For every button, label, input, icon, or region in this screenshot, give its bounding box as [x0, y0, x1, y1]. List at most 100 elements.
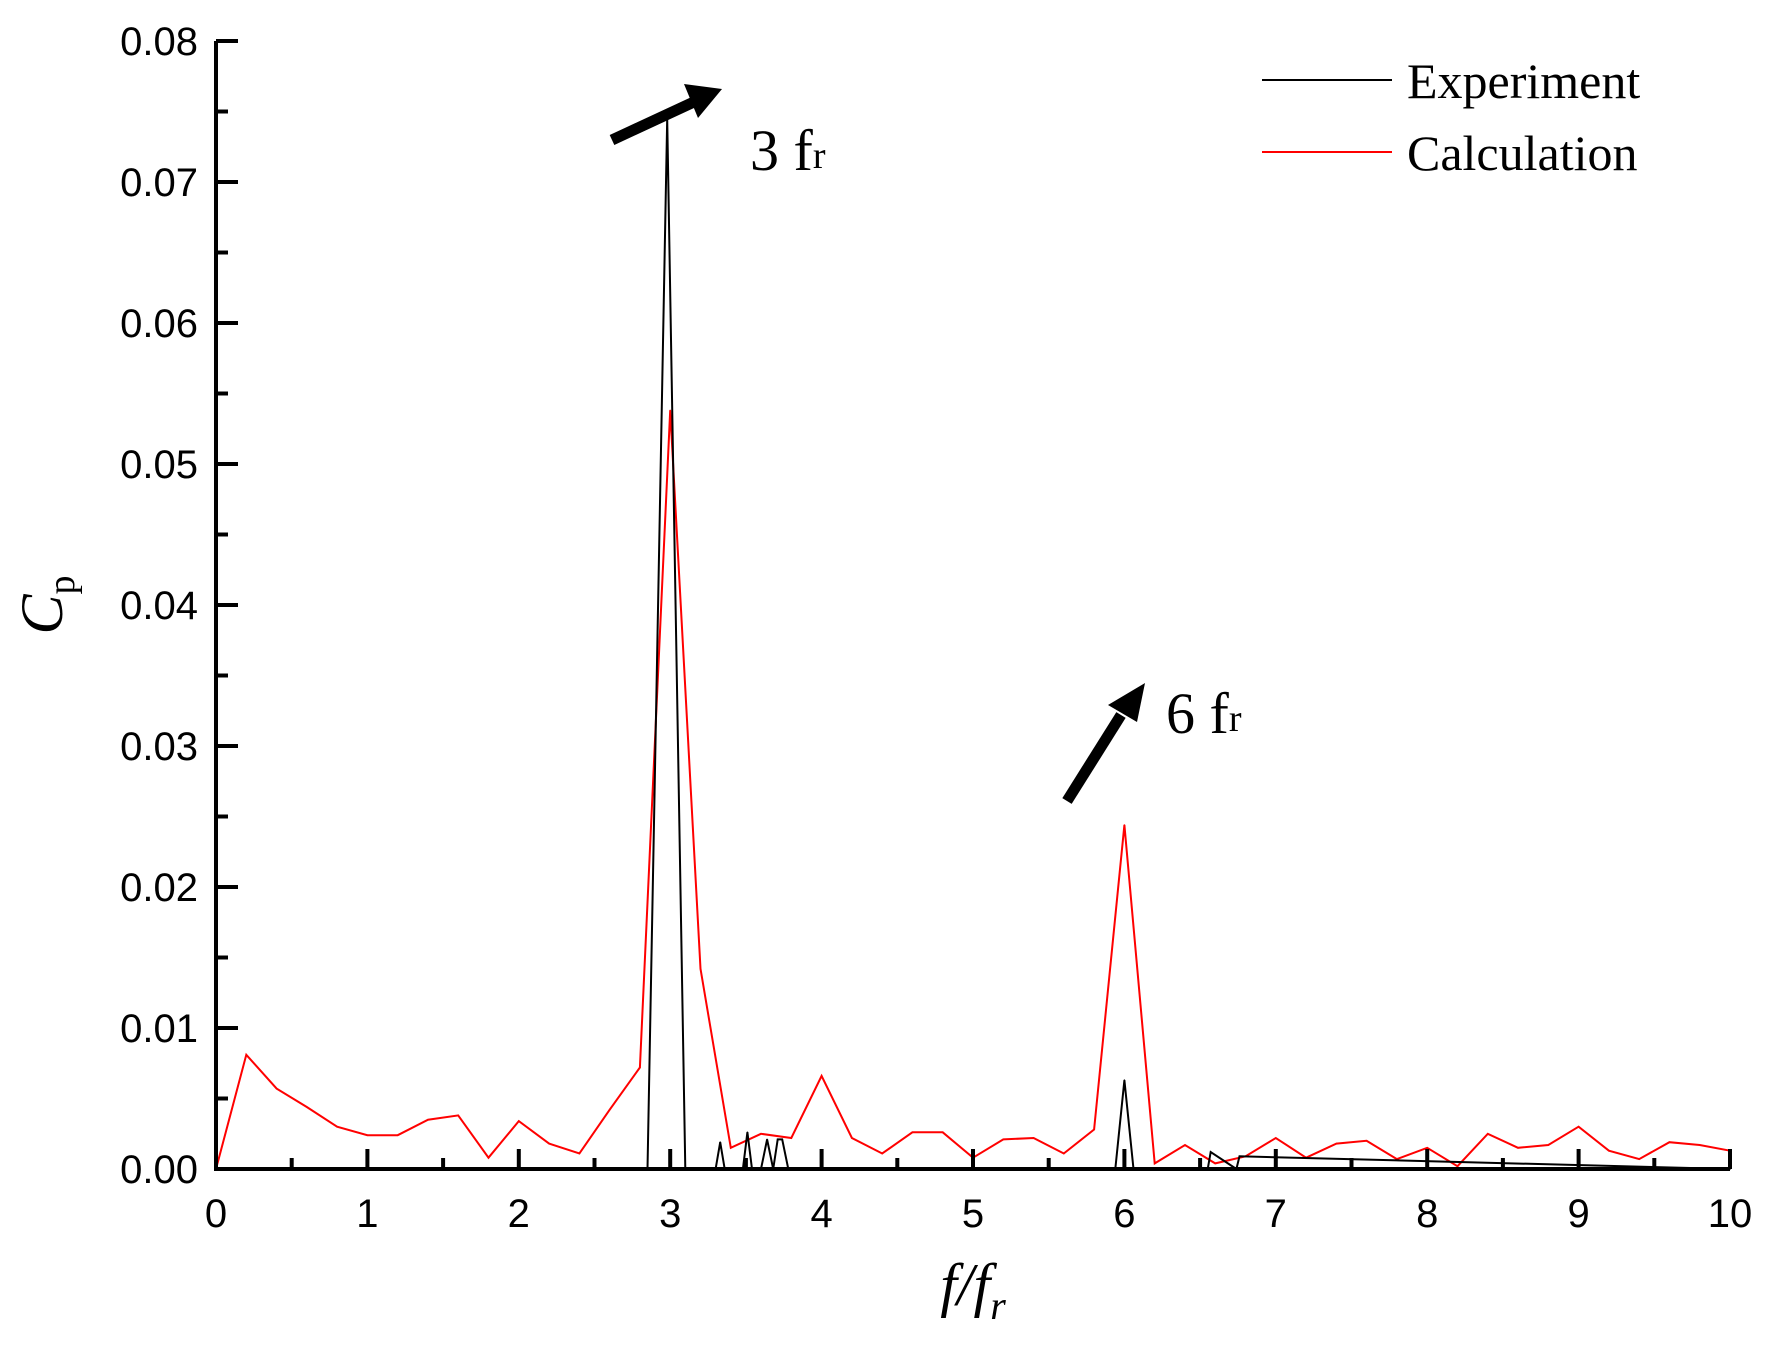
- x-tick-label: 0: [205, 1192, 227, 1236]
- data-point-calculation: [699, 968, 702, 970]
- legend-label-calculation: Calculation: [1407, 125, 1638, 181]
- data-point-calculation: [1517, 1147, 1519, 1149]
- data-point-calculation: [518, 1120, 520, 1122]
- y-axis-title-main: C: [9, 594, 75, 635]
- data-point-calculation: [336, 1125, 338, 1128]
- data-point-calculation: [881, 1152, 883, 1155]
- annotation-arrow-6fr-head: [1108, 683, 1145, 722]
- x-tick-label: 1: [356, 1192, 378, 1236]
- x-axis-title: f/fr: [940, 1252, 1006, 1328]
- y-tick-label: 0.04: [120, 584, 198, 628]
- x-tick-label: 5: [962, 1192, 984, 1236]
- data-point-calculation: [790, 1137, 793, 1139]
- data-point-calculation: [306, 1106, 308, 1108]
- y-ticks: 0.00 0.01 0.02 0.03 0.04 0.05 0.06 0.07 0.08: [120, 20, 238, 1192]
- data-point-calculation: [1063, 1152, 1065, 1155]
- annotation-label-6fr-main: 6 f: [1166, 681, 1230, 746]
- data-point-calculation: [457, 1114, 460, 1117]
- data-point-calculation: [245, 1054, 248, 1056]
- x-tick-label: 8: [1416, 1192, 1438, 1236]
- plot-series-group: [215, 117, 1731, 1171]
- data-point-experiment: [719, 1141, 721, 1143]
- annotation-label-6fr: 6 fr: [1166, 681, 1242, 746]
- y-tick-label: 0.07: [120, 161, 198, 205]
- data-point-calculation: [1698, 1144, 1701, 1146]
- x-tick-label: 2: [508, 1192, 530, 1236]
- series-calculation: [215, 409, 1731, 1170]
- y-tick-label: 0.02: [120, 866, 198, 910]
- data-point-calculation: [1123, 824, 1126, 826]
- annotations: 3 fr 6 fr: [609, 84, 1242, 804]
- data-point-calculation: [366, 1134, 369, 1136]
- series-line-experiment: [216, 118, 1731, 1171]
- data-point-calculation: [427, 1118, 429, 1121]
- x-tick-label: 4: [810, 1192, 832, 1236]
- series-line-calculation: [215, 410, 1731, 1170]
- data-point-experiment: [781, 1138, 783, 1141]
- data-point-calculation: [487, 1156, 490, 1159]
- x-axis-title-main: f/f: [940, 1252, 997, 1318]
- data-point-calculation: [851, 1137, 853, 1139]
- data-point-calculation: [396, 1134, 399, 1136]
- data-point-calculation: [1365, 1140, 1368, 1142]
- data-point-calculation: [578, 1152, 581, 1155]
- y-axis-title-sub: p: [41, 575, 83, 594]
- data-point-calculation: [639, 1066, 641, 1069]
- data-point-calculation: [1577, 1125, 1580, 1128]
- axes: [214, 41, 1730, 1171]
- annotation-label-6fr-sub: r: [1229, 698, 1242, 740]
- data-point-calculation: [941, 1131, 944, 1134]
- data-point-calculation: [1093, 1128, 1095, 1131]
- data-point-calculation: [608, 1109, 611, 1111]
- annotation-arrow-6fr-shaft: [1062, 712, 1126, 804]
- series-experiment: [215, 117, 1731, 1171]
- data-point-calculation: [820, 1075, 823, 1077]
- data-point-experiment: [1123, 1079, 1126, 1081]
- data-point-calculation: [1153, 1162, 1156, 1165]
- x-tick-label: 10: [1708, 1192, 1753, 1236]
- data-point-calculation: [730, 1147, 732, 1149]
- data-point-calculation: [1002, 1138, 1005, 1141]
- data-point-calculation: [548, 1142, 550, 1145]
- x-tick-label: 6: [1113, 1192, 1135, 1236]
- data-point-calculation: [1214, 1162, 1216, 1165]
- y-tick-label: 0.08: [120, 20, 198, 64]
- data-point-calculation: [1032, 1137, 1035, 1139]
- annotation-label-3fr-sub: r: [813, 135, 826, 177]
- y-tick-label: 0.03: [120, 725, 198, 769]
- data-point-calculation: [1487, 1133, 1489, 1135]
- x-ticks: 0 1 2 3 4 5 6 7 8 9 10: [205, 1149, 1752, 1236]
- data-point-calculation: [1184, 1144, 1186, 1146]
- x-tick-label: 7: [1265, 1192, 1287, 1236]
- annotation-arrow-3fr-shaft: [609, 96, 699, 145]
- x-tick-label: 3: [659, 1192, 681, 1236]
- data-point-calculation: [275, 1087, 278, 1090]
- annotation-label-3fr: 3 fr: [750, 118, 826, 183]
- x-axis-title-sub: r: [990, 1283, 1006, 1328]
- y-tick-label: 0.06: [120, 302, 198, 346]
- data-point-experiment: [746, 1131, 749, 1134]
- data-point-calculation: [1335, 1142, 1338, 1145]
- annotation-label-3fr-main: 3 f: [750, 118, 814, 183]
- data-point-experiment: [1209, 1151, 1212, 1153]
- data-point-calculation: [1426, 1147, 1428, 1149]
- y-axis-title: Cp: [9, 575, 83, 634]
- data-point-calculation: [1456, 1165, 1459, 1167]
- x-tick-label: 9: [1567, 1192, 1589, 1236]
- y-tick-label: 0.05: [120, 443, 198, 487]
- data-point-calculation: [1638, 1158, 1640, 1160]
- data-point-experiment: [766, 1138, 768, 1141]
- legend-label-experiment: Experiment: [1407, 53, 1640, 109]
- data-point-calculation: [1547, 1144, 1550, 1146]
- annotation-arrow-3fr-head: [684, 84, 722, 118]
- y-tick-label: 0.01: [120, 1007, 198, 1051]
- data-point-calculation: [1668, 1141, 1671, 1143]
- data-point-calculation: [1275, 1137, 1277, 1139]
- data-point-calculation: [911, 1131, 914, 1134]
- data-point-experiment: [776, 1138, 779, 1141]
- data-point-calculation: [760, 1133, 762, 1135]
- legend: Experiment Calculation: [1262, 53, 1640, 181]
- y-tick-label: 0.00: [120, 1148, 198, 1192]
- data-point-experiment: [1238, 1155, 1241, 1158]
